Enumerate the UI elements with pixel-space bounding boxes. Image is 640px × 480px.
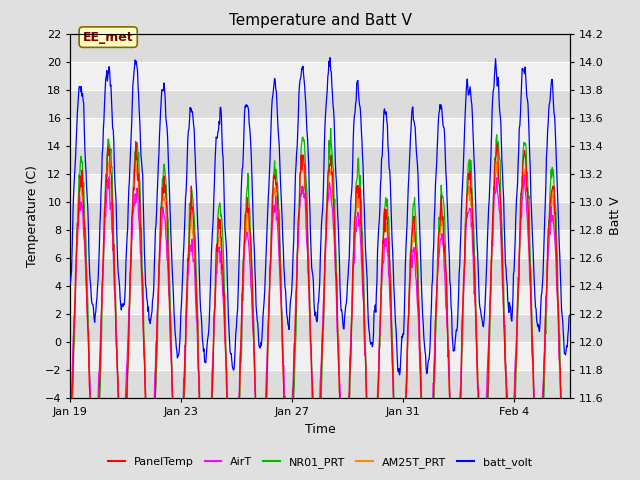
batt_volt [67, 280, 74, 286]
NR01_PRT [184, 260, 191, 265]
batt_volt [396, 372, 403, 378]
PanelTemp [566, 451, 573, 457]
PanelTemp [350, 244, 358, 250]
Line: AM25T_PRT: AM25T_PRT [70, 161, 570, 480]
PanelTemp [84, 328, 92, 334]
batt_volt [248, 177, 256, 183]
AM25T_PRT [67, 437, 74, 443]
Bar [70, 90, 570, 118]
Bar [70, 118, 570, 146]
Bar [70, 230, 570, 258]
Y-axis label: Temperature (C): Temperature (C) [26, 165, 39, 267]
X-axis label: Time: Time [305, 423, 335, 436]
Y-axis label: Batt V: Batt V [609, 197, 622, 235]
Text: EE_met: EE_met [83, 31, 134, 44]
AirT [249, 322, 257, 328]
AM25T_PRT [493, 158, 500, 164]
batt_volt [275, 134, 282, 140]
PanelTemp [275, 226, 283, 231]
batt_volt [84, 221, 92, 227]
Title: Temperature and Batt V: Temperature and Batt V [228, 13, 412, 28]
Bar [70, 146, 570, 174]
batt_volt [350, 120, 358, 126]
batt_volt [326, 55, 334, 60]
PanelTemp [249, 300, 257, 306]
PanelTemp [471, 280, 479, 286]
PanelTemp [132, 139, 140, 144]
AM25T_PRT [470, 260, 478, 266]
Bar [70, 202, 570, 230]
AM25T_PRT [275, 237, 283, 243]
Bar [70, 34, 570, 61]
AirT [184, 272, 191, 278]
Bar [70, 174, 570, 202]
AM25T_PRT [249, 314, 257, 320]
Line: batt_volt: batt_volt [70, 58, 570, 375]
AirT [566, 434, 573, 440]
Line: PanelTemp: PanelTemp [70, 142, 570, 480]
AM25T_PRT [566, 442, 573, 447]
batt_volt [471, 170, 479, 176]
AM25T_PRT [84, 336, 92, 341]
AirT [470, 291, 478, 297]
batt_volt [184, 135, 191, 141]
NR01_PRT [67, 467, 74, 473]
NR01_PRT [275, 205, 282, 211]
AM25T_PRT [350, 258, 358, 264]
NR01_PRT [350, 231, 358, 237]
AirT [350, 260, 358, 266]
Line: NR01_PRT: NR01_PRT [70, 129, 570, 480]
PanelTemp [184, 259, 192, 264]
AirT [84, 338, 92, 344]
NR01_PRT [84, 322, 92, 327]
Bar [70, 286, 570, 314]
NR01_PRT [471, 263, 479, 269]
Legend: PanelTemp, AirT, NR01_PRT, AM25T_PRT, batt_volt: PanelTemp, AirT, NR01_PRT, AM25T_PRT, ba… [104, 452, 536, 472]
AirT [521, 172, 529, 178]
NR01_PRT [248, 269, 256, 275]
AM25T_PRT [184, 272, 191, 278]
Bar [70, 314, 570, 342]
batt_volt [566, 312, 573, 318]
NR01_PRT [327, 126, 335, 132]
Bar [70, 258, 570, 286]
PanelTemp [67, 445, 74, 451]
Bar [70, 61, 570, 90]
Line: AirT: AirT [70, 175, 570, 480]
Bar [70, 371, 570, 398]
Bar [70, 342, 570, 371]
AirT [67, 425, 74, 431]
AirT [275, 259, 283, 264]
